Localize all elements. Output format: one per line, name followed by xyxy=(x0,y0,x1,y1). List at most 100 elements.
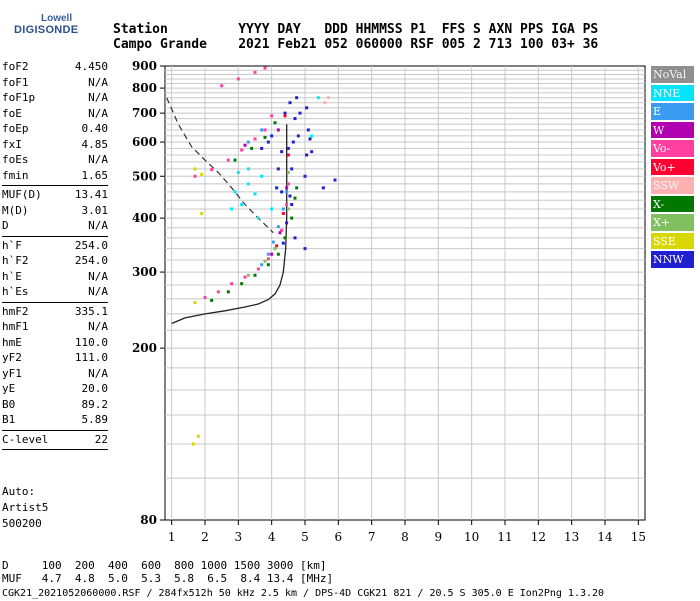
data-point xyxy=(256,267,260,271)
x-tick-label: 3 xyxy=(235,530,243,544)
data-point xyxy=(233,158,237,162)
data-point xyxy=(196,434,200,438)
data-point xyxy=(285,221,289,225)
data-point xyxy=(333,178,337,182)
data-point xyxy=(256,216,260,220)
param-separator xyxy=(2,429,108,431)
param-value: 4.450 xyxy=(74,60,108,73)
data-point xyxy=(305,153,309,157)
data-point xyxy=(266,252,270,256)
data-point xyxy=(275,244,279,248)
legend: NoVal NNE E W Vo- Vo+ SSW X- X+ SSE NNW xyxy=(651,66,694,270)
param-value: 5.89 xyxy=(81,413,109,426)
param-name: MUF(D) xyxy=(2,188,42,201)
auto-code: 500200 xyxy=(2,517,42,530)
logo-lowell: Lowell xyxy=(41,13,73,24)
auto-label: Auto: xyxy=(2,485,36,498)
data-point xyxy=(308,137,312,141)
data-point xyxy=(293,236,297,240)
data-point xyxy=(283,114,287,118)
param-value: 0.40 xyxy=(81,122,109,135)
data-point xyxy=(275,186,279,190)
param-row: foF1 N/A xyxy=(2,75,108,91)
data-point xyxy=(253,192,257,196)
data-point xyxy=(200,211,204,215)
param-row: B1 5.89 xyxy=(2,412,108,428)
param-row: foF1p N/A xyxy=(2,90,108,106)
data-point xyxy=(246,182,250,186)
param-value: N/A xyxy=(88,91,108,104)
data-point xyxy=(226,158,230,162)
param-value: N/A xyxy=(88,269,108,283)
x-tick-label: 6 xyxy=(335,530,343,544)
data-point xyxy=(226,290,230,294)
data-point xyxy=(281,207,285,211)
logo-digisonde: DIGISONDE xyxy=(14,24,79,36)
data-point xyxy=(290,216,294,220)
legend-item: W xyxy=(651,121,694,138)
param-value: 13.41 xyxy=(74,188,108,201)
y-tick-label: 80 xyxy=(140,513,157,527)
data-point xyxy=(240,148,244,152)
data-point xyxy=(291,140,295,144)
data-point xyxy=(253,70,257,74)
data-point xyxy=(250,146,254,150)
param-row: hmF1 N/A xyxy=(2,319,108,335)
data-point xyxy=(220,84,224,88)
data-point xyxy=(260,263,264,267)
param-row: hmF2 335.1 xyxy=(2,304,108,320)
data-point xyxy=(243,143,247,147)
data-point xyxy=(288,101,292,105)
param-separator xyxy=(2,449,108,450)
param-name: M(D) xyxy=(2,203,29,217)
data-point xyxy=(253,273,257,277)
data-point xyxy=(193,301,197,305)
header-row-1: Station YYYY DAY DDD HHMMSS P1 FFS S AXN… xyxy=(113,22,599,37)
param-row: M(D) 3.01 xyxy=(2,203,108,219)
data-point xyxy=(285,186,289,190)
data-point xyxy=(210,168,214,172)
param-row: foF2 4.450 xyxy=(2,59,108,75)
param-name: h`F2 xyxy=(2,254,29,267)
y-tick-label: 300 xyxy=(132,265,157,279)
param-name: yE xyxy=(2,382,16,395)
data-point xyxy=(280,228,284,232)
data-point xyxy=(321,186,325,190)
param-row: B0 89.2 xyxy=(2,397,108,413)
param-name: hmF2 xyxy=(2,304,29,318)
data-point xyxy=(306,128,310,132)
data-point xyxy=(276,167,280,171)
data-point xyxy=(246,273,250,277)
x-tick-label: 13 xyxy=(564,530,579,544)
param-value: 89.2 xyxy=(81,397,109,411)
data-point xyxy=(281,211,285,215)
param-value: 4.85 xyxy=(81,137,109,151)
data-point xyxy=(280,190,284,194)
param-separator xyxy=(2,185,108,186)
param-name: hmE xyxy=(2,335,22,349)
legend-item: X- xyxy=(651,195,694,212)
param-name: h`F xyxy=(2,238,22,252)
data-point xyxy=(203,295,207,299)
legend-item: Vo+ xyxy=(651,158,694,175)
data-point xyxy=(310,134,314,138)
data-point xyxy=(270,207,274,211)
x-tick-label: 7 xyxy=(368,530,376,544)
data-point xyxy=(246,140,250,144)
data-point xyxy=(326,96,330,100)
x-tick-label: 10 xyxy=(464,530,479,544)
y-tick-label: 700 xyxy=(132,106,157,120)
param-name: foF2 xyxy=(2,60,29,73)
param-row: h`F 254.0 xyxy=(2,238,108,254)
x-tick-label: 5 xyxy=(301,530,309,544)
data-point xyxy=(210,298,214,302)
data-point xyxy=(286,146,290,150)
data-point xyxy=(295,96,299,100)
x-tick-label: 14 xyxy=(597,530,613,544)
data-point xyxy=(273,247,277,251)
data-point xyxy=(263,259,267,263)
data-point xyxy=(271,240,275,244)
y-tick-label: 200 xyxy=(132,341,157,355)
data-point xyxy=(276,252,280,256)
dashed-curve xyxy=(166,97,274,234)
